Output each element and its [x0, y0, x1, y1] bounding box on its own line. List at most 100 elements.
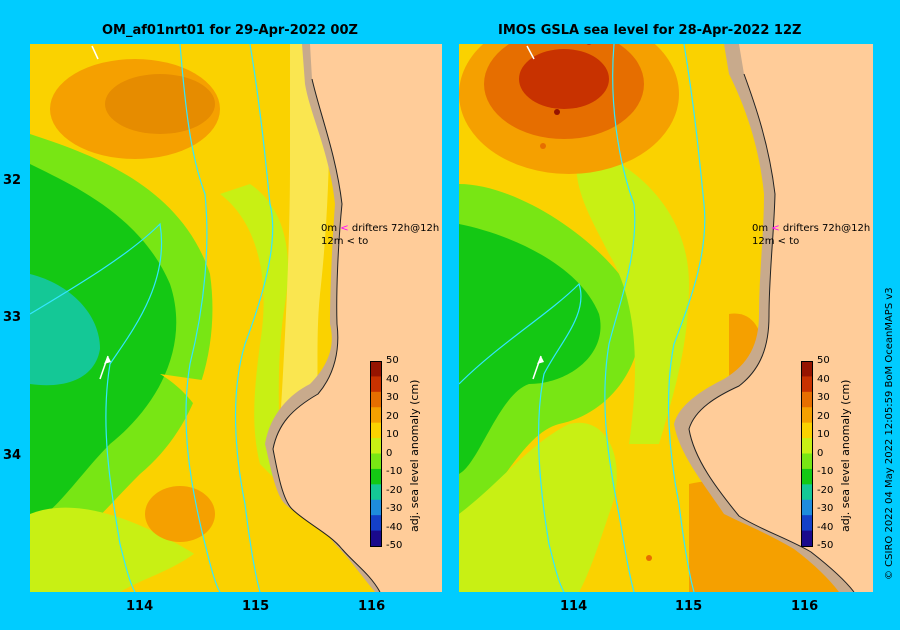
bathymetry-contour [459, 282, 582, 592]
bathymetry-contour [30, 222, 163, 592]
magenta-arrow-icon: < [771, 223, 780, 234]
y-tick: 33 [3, 310, 22, 325]
credit-text: © CSIRO 2022 04 May 2022 12:05:59 BoM Oc… [884, 287, 895, 580]
legend-depth: 0m [752, 223, 769, 234]
colorbar-segment [370, 515, 382, 532]
x-tick: 115 [242, 599, 270, 614]
colorbar-segment [801, 530, 813, 547]
observation-dot [540, 143, 546, 149]
colorbar-tick: 40 [817, 373, 830, 385]
bathymetry-contour [604, 44, 636, 592]
colorbar-right [801, 361, 813, 547]
black-arrow-icon: < [777, 236, 787, 247]
colorbar-segment [801, 438, 813, 454]
colorbar-segment [370, 484, 382, 501]
sla-contour-red [519, 49, 609, 109]
colorbar-segment [801, 515, 813, 532]
sla-contour-green [30, 164, 177, 524]
legend-depth: 12m [752, 236, 775, 247]
sla-contour-orange [105, 74, 215, 134]
colorbar-tick: -50 [386, 540, 403, 551]
colorbar-segment [801, 453, 813, 470]
y-tick: 34 [3, 448, 22, 463]
bathymetry-contour [234, 44, 274, 592]
legend-text: drifters 72h@12h [782, 223, 871, 234]
observation-dot [646, 555, 652, 561]
right-map [459, 44, 873, 592]
land-mass [689, 44, 873, 592]
colorbar-segment [370, 530, 382, 547]
colorbar-label: adj. sea level anomaly (cm) [408, 379, 421, 532]
legend-text: drifters 72h@12h [351, 223, 440, 234]
colorbar-label: adj. sea level anomaly (cm) [839, 379, 852, 532]
sla-contour-teal [30, 274, 100, 386]
colorbar-tick: -40 [386, 521, 403, 533]
colorbar-segment [370, 422, 382, 439]
legend-depth: 12m [321, 236, 344, 247]
colorbar-tick: -30 [817, 503, 834, 514]
colorbar-tick: -10 [817, 466, 834, 477]
colorbar-tick: -50 [817, 540, 834, 551]
land-mass [273, 44, 442, 592]
drifter-arrowhead [104, 356, 111, 364]
legend-text: to [789, 236, 800, 247]
x-tick: 116 [358, 599, 386, 614]
colorbar-tick: 50 [386, 355, 399, 366]
colorbar-tick: 30 [817, 392, 830, 403]
colorbar-segment [801, 484, 813, 501]
y-tick: 32 [3, 173, 22, 188]
colorbar-tick: -40 [817, 521, 834, 533]
colorbar-segment [370, 361, 382, 377]
coastline [272, 78, 381, 592]
bathymetry-contour [179, 44, 221, 592]
colorbar-segment [801, 499, 813, 516]
sla-contour-lime [576, 144, 689, 444]
colorbar-tick: 40 [386, 373, 399, 385]
right-panel-title: IMOS GSLA sea level for 28-Apr-2022 12Z [498, 23, 802, 38]
sla-contour-lime [459, 422, 617, 592]
colorbar-left [370, 361, 382, 547]
colorbar-tick: -20 [817, 484, 834, 496]
colorbar-tick: 20 [817, 410, 830, 422]
colorbar-tick: 30 [386, 392, 399, 403]
colorbar-tick: 20 [386, 410, 399, 422]
colorbar-segment [801, 422, 813, 439]
sla-contour-orange [145, 486, 215, 542]
colorbar-tick: 0 [817, 447, 824, 459]
colorbar-segment [370, 468, 382, 485]
observation-dot [554, 109, 560, 115]
colorbar-tick: 50 [817, 355, 830, 366]
colorbar-segment [801, 468, 813, 485]
colorbar-tick: -30 [386, 503, 403, 514]
colorbar-segment [370, 376, 382, 393]
colorbar-segment [370, 391, 382, 408]
colorbar-tick: -20 [386, 484, 403, 496]
colorbar-segment [801, 391, 813, 408]
drifter-legend: 0m < drifters 72h@12h 12m < to [752, 222, 870, 248]
left-panel-title: OM_af01nrt01 for 29-Apr-2022 00Z [102, 23, 358, 38]
colorbar-segment [370, 438, 382, 454]
colorbar-tick: 0 [386, 447, 393, 459]
drifter-legend: 0m < drifters 72h@12h 12m < to [321, 222, 439, 248]
legend-depth: 0m [321, 223, 338, 234]
x-tick: 114 [126, 599, 154, 614]
colorbar-segment [370, 499, 382, 516]
colorbar-segment [370, 407, 382, 424]
colorbar-segment [801, 361, 813, 377]
x-tick: 114 [560, 599, 588, 614]
black-arrow-icon: < [346, 236, 356, 247]
drifter-arrow [526, 45, 535, 60]
colorbar-segment [370, 453, 382, 470]
observation-dot [586, 44, 592, 45]
coastline [688, 73, 855, 592]
drifter-arrow [91, 45, 99, 60]
colorbar-tick: -10 [386, 466, 403, 477]
colorbar-tick: 10 [386, 429, 399, 440]
drifter-arrowhead [537, 356, 544, 364]
colorbar-tick: 10 [817, 429, 830, 440]
x-tick: 115 [675, 599, 703, 614]
legend-text: to [358, 236, 369, 247]
x-tick: 116 [791, 599, 819, 614]
colorbar-segment [801, 376, 813, 393]
sla-contour-yellow [120, 374, 360, 592]
